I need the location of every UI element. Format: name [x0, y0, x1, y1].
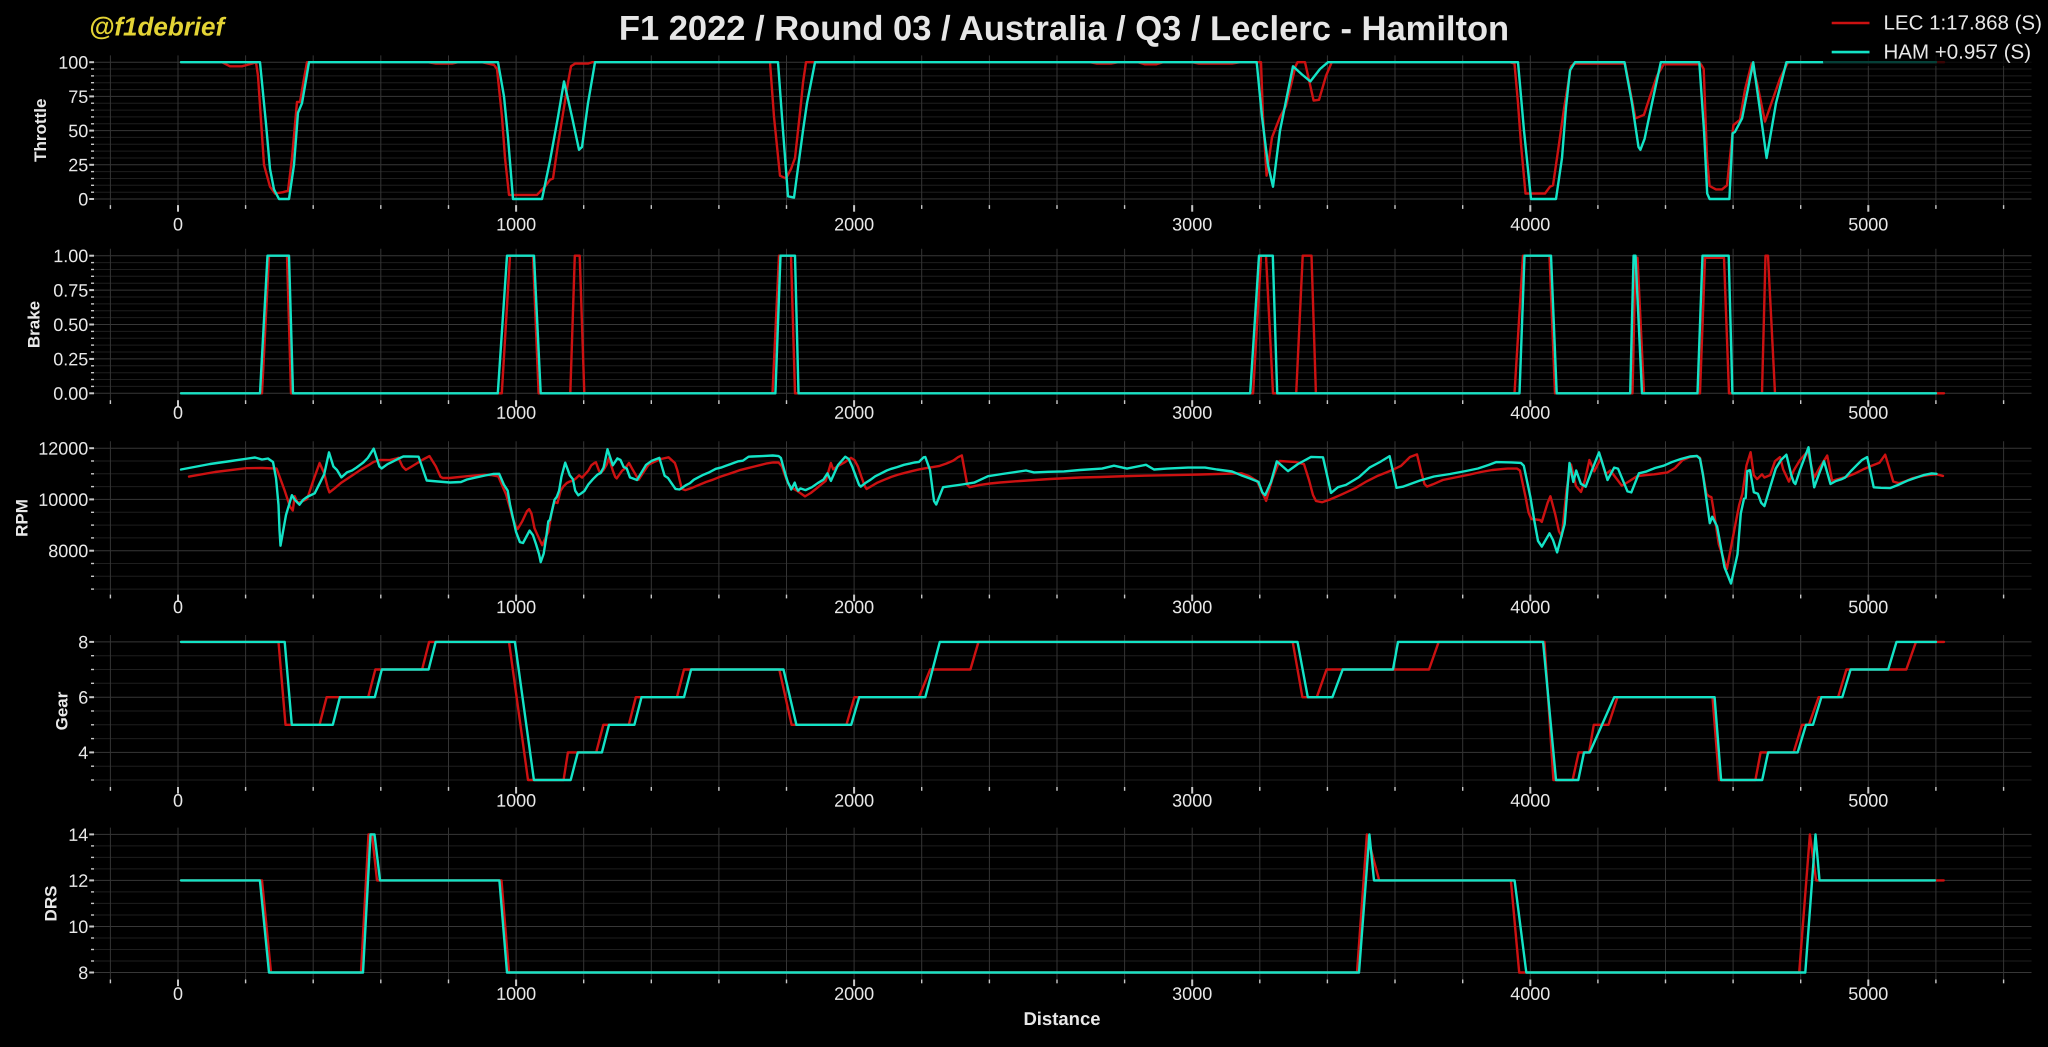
- svg-text:1.00: 1.00: [53, 246, 88, 266]
- svg-text:0.75: 0.75: [53, 281, 88, 301]
- svg-text:4000: 4000: [1510, 214, 1550, 234]
- svg-text:@f1debrief: @f1debrief: [89, 12, 227, 42]
- svg-text:5000: 5000: [1848, 984, 1888, 1004]
- svg-text:12: 12: [68, 871, 88, 891]
- svg-text:0: 0: [78, 189, 88, 209]
- svg-text:0.50: 0.50: [53, 315, 88, 335]
- svg-text:5000: 5000: [1848, 403, 1888, 423]
- svg-text:10000: 10000: [38, 490, 88, 510]
- svg-text:3000: 3000: [1172, 403, 1212, 423]
- svg-text:6: 6: [78, 688, 88, 708]
- svg-text:Gear: Gear: [52, 691, 71, 730]
- svg-text:1000: 1000: [496, 791, 536, 811]
- svg-text:12000: 12000: [38, 439, 88, 459]
- svg-text:100: 100: [58, 53, 88, 73]
- svg-text:4000: 4000: [1510, 597, 1550, 617]
- svg-text:3000: 3000: [1172, 597, 1212, 617]
- svg-text:0: 0: [173, 984, 183, 1004]
- svg-text:HAM +0.957 (S): HAM +0.957 (S): [1883, 41, 2031, 64]
- svg-text:Brake: Brake: [25, 301, 44, 348]
- svg-text:3000: 3000: [1172, 984, 1212, 1004]
- svg-text:50: 50: [68, 121, 88, 141]
- svg-text:5000: 5000: [1848, 791, 1888, 811]
- svg-text:3000: 3000: [1172, 791, 1212, 811]
- svg-text:1000: 1000: [496, 597, 536, 617]
- svg-text:0: 0: [173, 403, 183, 423]
- svg-text:1000: 1000: [496, 214, 536, 234]
- svg-text:8000: 8000: [48, 541, 88, 561]
- svg-text:2000: 2000: [834, 791, 874, 811]
- svg-text:8: 8: [78, 963, 88, 983]
- svg-text:25: 25: [68, 155, 88, 175]
- svg-text:Throttle: Throttle: [31, 99, 50, 162]
- svg-text:0: 0: [173, 597, 183, 617]
- svg-text:4000: 4000: [1510, 403, 1550, 423]
- svg-text:2000: 2000: [834, 403, 874, 423]
- svg-text:75: 75: [68, 87, 88, 107]
- svg-text:8: 8: [78, 632, 88, 652]
- svg-text:4: 4: [78, 743, 88, 763]
- svg-text:2000: 2000: [834, 214, 874, 234]
- svg-text:0: 0: [173, 791, 183, 811]
- svg-text:0: 0: [173, 214, 183, 234]
- svg-text:0.00: 0.00: [53, 384, 88, 404]
- svg-text:4000: 4000: [1510, 791, 1550, 811]
- svg-text:2000: 2000: [834, 984, 874, 1004]
- svg-text:4000: 4000: [1510, 984, 1550, 1004]
- svg-text:RPM: RPM: [13, 499, 32, 537]
- svg-text:Distance: Distance: [1023, 1008, 1100, 1029]
- svg-text:1000: 1000: [496, 403, 536, 423]
- svg-text:DRS: DRS: [42, 886, 61, 922]
- svg-text:10: 10: [68, 917, 88, 937]
- svg-text:5000: 5000: [1848, 214, 1888, 234]
- svg-text:1000: 1000: [496, 984, 536, 1004]
- svg-text:0.25: 0.25: [53, 349, 88, 369]
- svg-text:F1 2022 / Round 03 / Australia: F1 2022 / Round 03 / Australia / Q3 / Le…: [619, 10, 1509, 48]
- svg-text:3000: 3000: [1172, 214, 1212, 234]
- svg-text:2000: 2000: [834, 597, 874, 617]
- svg-text:14: 14: [68, 825, 88, 845]
- svg-text:LEC 1:17.868 (S): LEC 1:17.868 (S): [1883, 12, 2041, 35]
- svg-text:5000: 5000: [1848, 597, 1888, 617]
